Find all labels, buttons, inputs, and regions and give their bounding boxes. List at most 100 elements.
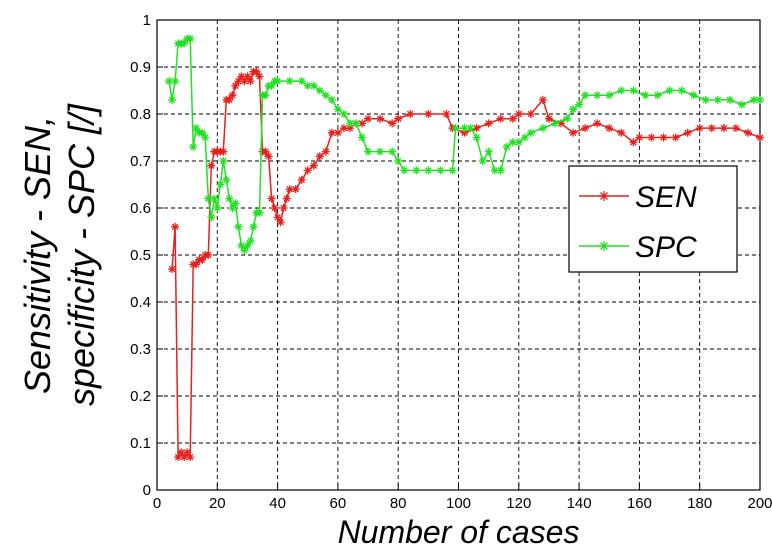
data-point-spc: [345, 119, 354, 128]
data-point-sen: [177, 448, 186, 457]
data-point-spc: [490, 166, 499, 175]
data-point-sen: [207, 161, 216, 170]
data-point-sen: [285, 185, 294, 194]
data-point-sen: [204, 251, 213, 259]
data-point-sen: [557, 119, 566, 128]
data-point-spc: [207, 213, 216, 222]
data-point-sen: [484, 119, 493, 128]
data-point-spc: [581, 91, 590, 100]
data-point-spc: [210, 194, 219, 203]
data-point-spc: [756, 95, 764, 104]
data-point-spc: [617, 86, 626, 95]
data-point-spc: [689, 91, 698, 100]
data-point-sen: [228, 91, 237, 100]
y-tick-label: 0.5: [130, 247, 151, 264]
data-point-spc: [641, 91, 650, 100]
data-point-sen: [345, 124, 354, 133]
data-point-sen: [234, 77, 243, 86]
data-point-sen: [364, 114, 373, 123]
data-point-spc: [249, 222, 258, 231]
x-tick-label: 20: [209, 495, 226, 512]
data-point-sen: [219, 147, 228, 156]
axis-ticks: 0 20 40 60 80 100 120 140 160 180 200 0 0.1 0.2 0.3 0.4…: [130, 12, 772, 512]
data-point-spc: [351, 119, 360, 128]
data-point-sen: [270, 204, 279, 212]
data-point-sen: [659, 133, 668, 142]
data-point-spc: [400, 166, 409, 175]
series-sen: [168, 67, 764, 462]
data-point-spc: [472, 133, 481, 142]
data-point-sen: [605, 124, 614, 133]
data-point-sen: [168, 265, 177, 274]
data-point-sen: [243, 72, 252, 81]
data-point-spc: [653, 91, 662, 100]
data-point-sen: [472, 124, 481, 133]
data-point-spc: [243, 241, 252, 250]
data-point-spc: [569, 105, 578, 114]
data-point-sen: [267, 194, 276, 203]
data-point-spc: [273, 77, 282, 86]
data-point-spc: [225, 194, 234, 203]
data-point-sen: [707, 124, 716, 133]
x-axis-title: Number of cases: [338, 514, 580, 550]
data-point-spc: [327, 95, 336, 104]
data-point-spc: [478, 157, 487, 165]
x-tick-label: 180: [687, 495, 712, 512]
data-point-sen: [358, 119, 367, 128]
data-point-spc: [436, 166, 445, 175]
data-point-sen: [424, 110, 433, 118]
data-point-sen: [442, 110, 451, 118]
data-point-sen: [279, 204, 288, 212]
data-point-spc: [171, 77, 180, 86]
data-point-sen: [291, 185, 300, 194]
data-point-sen: [406, 110, 415, 118]
data-point-spc: [550, 119, 559, 128]
data-point-sen: [240, 77, 249, 86]
data-point-spc: [228, 204, 237, 212]
x-tick-label: 120: [506, 495, 531, 512]
data-point-sen: [731, 124, 740, 133]
data-point-spc: [364, 147, 373, 156]
x-tick-label: 140: [567, 495, 592, 512]
data-point-sen: [327, 128, 336, 137]
data-point-spc: [749, 95, 758, 104]
x-tick-label: 160: [627, 495, 652, 512]
data-point-spc: [201, 133, 210, 142]
data-point-sen: [273, 213, 282, 222]
data-point-spc: [222, 175, 231, 184]
y-tick-label: 0.2: [130, 388, 151, 405]
data-point-spc: [593, 91, 602, 100]
data-point-sen: [183, 448, 192, 457]
data-point-sen: [237, 72, 246, 81]
data-point-spc: [303, 81, 312, 90]
data-point-spc: [412, 166, 421, 175]
data-point-sen: [635, 133, 644, 142]
y-tick-label: 0.1: [130, 435, 151, 452]
data-point-sen: [388, 119, 397, 128]
legend-label-spc: SPC: [635, 231, 697, 264]
data-point-spc: [388, 147, 397, 156]
data-point-spc: [448, 166, 457, 175]
data-point-spc: [575, 100, 584, 109]
data-point-sen: [514, 110, 523, 118]
data-point-spc: [261, 91, 270, 100]
data-point-sen: [496, 114, 505, 123]
data-point-spc: [484, 147, 493, 156]
data-point-spc: [496, 166, 505, 175]
series-spc: [165, 34, 764, 255]
legend-item-sen: SEN: [579, 181, 697, 214]
y-tick-label: 1: [143, 12, 151, 29]
legend-box: [568, 165, 738, 273]
data-point-sen: [756, 133, 764, 142]
data-point-sen: [186, 453, 195, 462]
y-tick-label: 0.7: [130, 153, 151, 170]
data-point-sen: [617, 128, 626, 137]
data-point-spc: [538, 124, 547, 133]
data-point-spc: [213, 204, 222, 212]
data-point-sen: [538, 95, 547, 104]
x-tick-label: 80: [390, 495, 407, 512]
data-point-sen: [255, 72, 264, 81]
x-tick-label: 100: [446, 495, 471, 512]
data-point-spc: [186, 34, 195, 43]
legend: SEN SPC: [568, 165, 738, 273]
